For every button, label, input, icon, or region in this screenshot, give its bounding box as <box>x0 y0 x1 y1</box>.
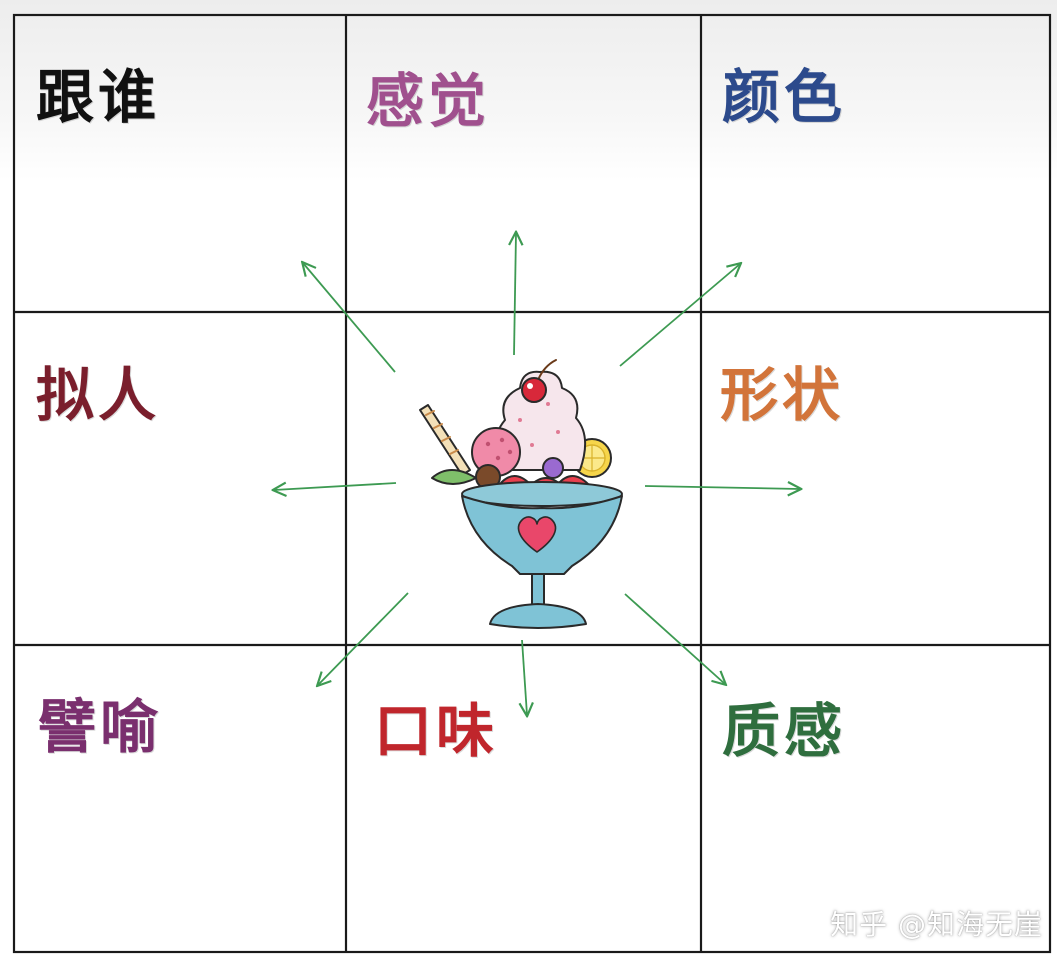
arrow-to-feeling <box>514 233 516 356</box>
grid-border <box>12 13 1052 954</box>
arrow-to-personify <box>274 483 397 490</box>
grid-lines <box>12 13 1052 954</box>
leaf-icon <box>431 469 477 485</box>
grape-icon <box>542 457 564 479</box>
label-who: 跟谁 <box>36 63 161 131</box>
arrow-to-metaphor <box>318 592 409 685</box>
cup-stem <box>531 573 545 607</box>
arrows <box>274 233 800 715</box>
ice-cream-sundae-icon <box>419 359 623 629</box>
arrow-to-color <box>619 264 740 367</box>
label-personify: 拟人 <box>36 361 161 429</box>
arrow-to-texture <box>624 593 725 684</box>
cup-base <box>489 603 587 629</box>
label-shape: 形状 <box>720 361 845 429</box>
straw-icon <box>419 404 471 476</box>
label-feeling: 感觉 <box>366 67 491 135</box>
label-color: 颜色 <box>722 63 847 131</box>
arrow-to-who <box>303 263 396 373</box>
arrow-to-shape <box>644 486 800 489</box>
watermark: 知乎 @知海无崖 <box>830 908 1043 941</box>
arrow-to-taste <box>522 639 527 715</box>
label-taste: 口味 <box>374 697 499 765</box>
label-metaphor: 譬喻 <box>38 693 163 761</box>
cup-rim <box>461 481 623 507</box>
heart-icon <box>517 516 557 553</box>
label-texture: 质感 <box>722 697 847 765</box>
cherry-icon <box>521 359 557 403</box>
